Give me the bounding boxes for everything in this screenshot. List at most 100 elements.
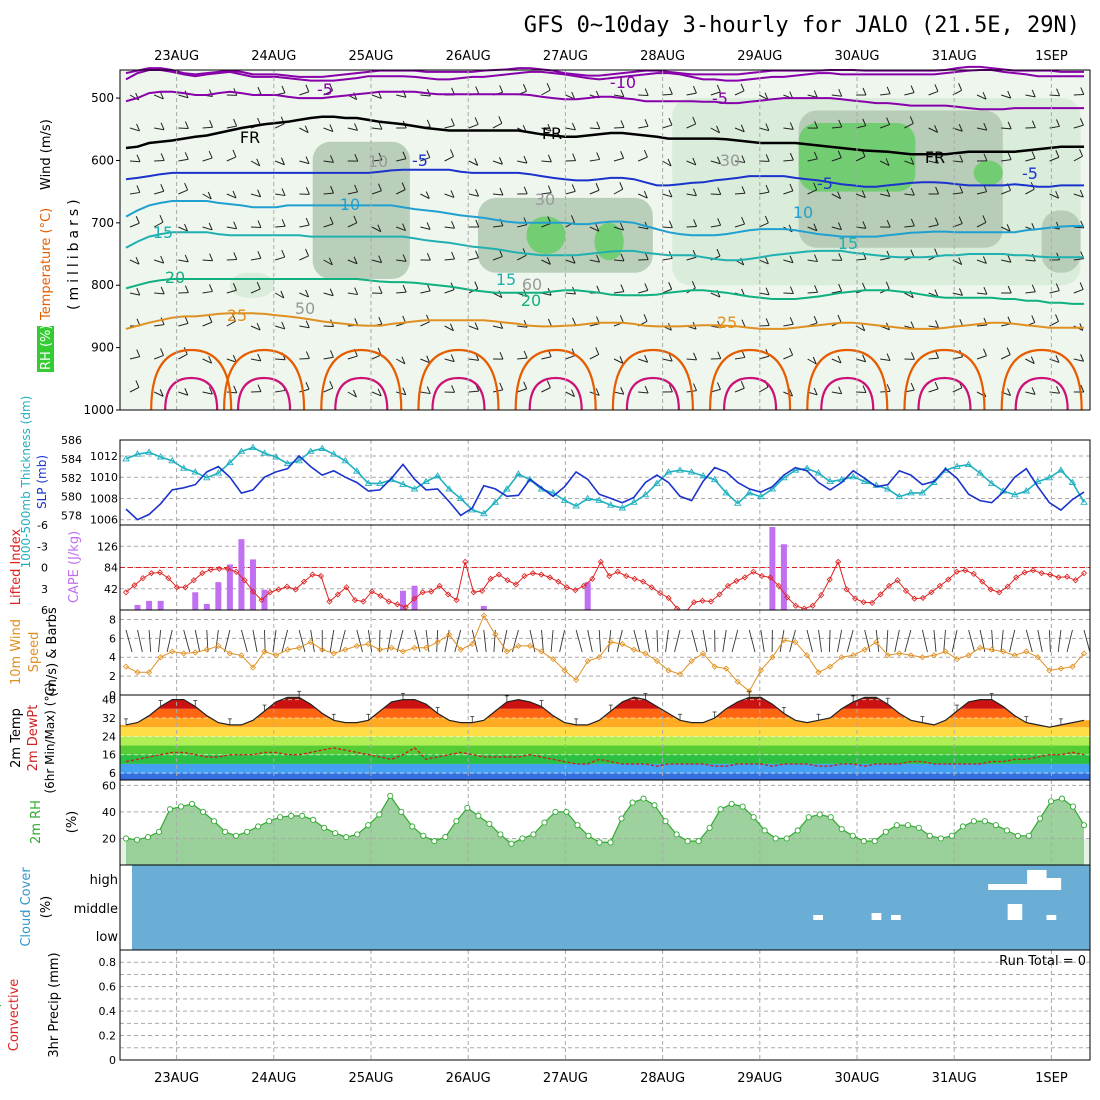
wind-barb-flag (862, 118, 867, 126)
wind-barb (298, 629, 306, 653)
temperature-label: Temperature (°C) (39, 208, 54, 321)
wind-barb (444, 629, 450, 653)
wind-barb-flag (619, 181, 624, 190)
wind-barb (371, 190, 382, 195)
y-tick-label: 20 (102, 832, 116, 845)
wind-speed-marker (515, 642, 522, 649)
cloud-patch (988, 884, 1008, 890)
lifted-index-marker (657, 589, 664, 597)
lifted-index-marker (767, 574, 774, 581)
wind-barb (831, 126, 842, 129)
wind-barb-flag (184, 152, 189, 160)
wind-barb-flag (691, 280, 696, 289)
wind-barb (638, 125, 649, 129)
lifted-index-marker (165, 575, 172, 582)
rh-marker (541, 819, 548, 826)
wind-barb-flag (232, 190, 237, 199)
wind-barb (492, 325, 503, 329)
wind-barb-flag (741, 155, 746, 163)
wind-barb (613, 126, 625, 129)
wind-barb (710, 325, 721, 329)
lifted-index-marker (894, 577, 901, 584)
wind-speed-marker (249, 664, 257, 671)
wind-barb (638, 156, 648, 162)
wind-barb-flag (910, 157, 915, 165)
wind-barb (789, 629, 796, 653)
wind-barb (686, 358, 697, 361)
wind-barb (154, 324, 165, 327)
wind-speed-marker (284, 646, 291, 653)
wind-barb-flag (159, 91, 164, 100)
wind-speed-marker (1069, 663, 1076, 670)
wind-barb (758, 222, 769, 228)
wind-barb-flag (305, 156, 310, 164)
wind-barb-flag (474, 322, 479, 330)
wind-barb (125, 629, 133, 653)
rh-marker (530, 831, 537, 838)
wind-barb-flag (837, 314, 842, 323)
wind-barb (420, 226, 431, 230)
wind-speed-marker (365, 640, 372, 648)
wind-barb (250, 160, 260, 167)
wind-barb (202, 290, 213, 294)
wind-barb-flag (305, 187, 310, 195)
contour-label: 60 (522, 275, 542, 294)
wind-barb (818, 629, 822, 653)
rh-marker (574, 822, 581, 829)
wind-barb-flag (813, 315, 818, 324)
lifted-index-marker (690, 599, 698, 606)
panel-wind10m: 0 2 4 6 8 10m Wind Speed (m/s) & Barbs (9, 607, 1091, 702)
cloud-patch (813, 915, 823, 920)
wind-speed-marker (238, 652, 245, 659)
wind-barb (541, 222, 551, 228)
wind-barb (137, 629, 143, 653)
wind-barb-flag (886, 189, 891, 197)
lifted-index-marker (945, 576, 952, 583)
wind-speed-marker (423, 644, 430, 651)
wind-barb-flag (668, 87, 673, 95)
rh-marker (915, 824, 922, 831)
lifted-index-marker (835, 558, 842, 565)
wind-barb-flag (838, 386, 843, 394)
wind-barb (396, 158, 407, 162)
slp-line (125, 454, 1085, 521)
wind-speed-marker (607, 639, 614, 646)
wind-barb-flag (764, 215, 769, 224)
wind-barb (1049, 290, 1060, 294)
rh-patch (526, 216, 566, 255)
wind-barb (1025, 291, 1036, 294)
lifted-index-marker (199, 570, 206, 577)
lifted-index-marker (495, 571, 503, 578)
thickness-marker (214, 469, 223, 476)
wind-barb-flag (450, 149, 454, 157)
wind-barb-flag (402, 254, 407, 262)
wind-barb-flag (401, 356, 406, 365)
wind-speed-marker (769, 654, 776, 661)
wind-speed-marker (446, 631, 453, 638)
wind-barb-flag (595, 224, 600, 232)
thickness-marker (687, 468, 696, 475)
wind-barb-flag (668, 282, 673, 290)
wind-barb (1048, 629, 1051, 653)
wind-speed-marker (573, 676, 580, 683)
wind-barb (662, 124, 673, 129)
wind-barb (952, 387, 963, 393)
wind-barb-flag (789, 122, 794, 130)
lifted-index-marker (190, 577, 197, 584)
wind-barb-flag (692, 157, 697, 166)
wind-barb-flag (764, 256, 769, 265)
wind-barb (395, 358, 406, 365)
contour-label: 30 (535, 190, 555, 209)
wind-barb-flag (475, 250, 480, 258)
surface-contour (417, 348, 500, 411)
wind-barb-flag (475, 86, 480, 94)
wind-barb-flag (257, 353, 262, 362)
wind-barb-flag (813, 182, 818, 190)
wind-barb (710, 292, 721, 298)
wind-barb-flag (910, 249, 915, 257)
wind-speed-marker (584, 657, 591, 665)
lifted-index-marker (207, 566, 214, 573)
wind-barb-flag (572, 153, 577, 161)
temp-band (120, 736, 1090, 746)
wind-barb (516, 255, 527, 261)
